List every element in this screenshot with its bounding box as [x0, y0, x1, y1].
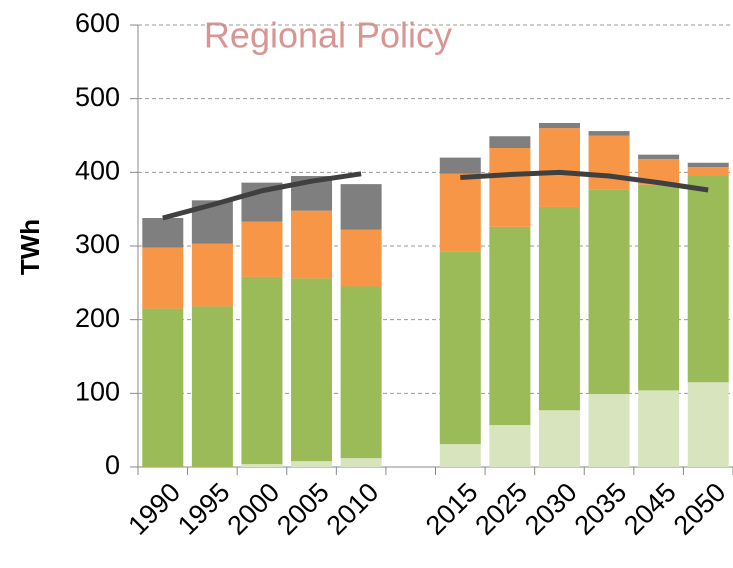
bar-segment [439, 444, 481, 467]
x-tick-label: 2005 [271, 477, 335, 541]
bar-segment [588, 131, 630, 136]
bar-segment [241, 276, 283, 465]
bar-segment [588, 394, 630, 467]
bar-segment [489, 425, 531, 467]
x-tick-label: 2025 [469, 477, 533, 541]
x-tick-label: 2010 [321, 477, 385, 541]
bar-segment [439, 173, 481, 252]
line [162, 169, 709, 221]
y-tick-label: 400 [75, 155, 120, 185]
bar-segment [340, 184, 382, 230]
y-tick-label: 600 [75, 8, 120, 38]
bar-segment [340, 458, 382, 467]
bar-segment [340, 229, 382, 287]
bar-segment [191, 306, 233, 467]
x-tick-label: 1995 [172, 477, 236, 541]
bar-segment [439, 251, 481, 445]
bar-segment [538, 206, 580, 411]
bar-segment [588, 189, 630, 395]
bar-segment [538, 122, 580, 129]
bar-segment [489, 226, 531, 426]
bar-segment [142, 308, 184, 467]
bar-segment [538, 128, 580, 207]
x-tick-label: 2000 [222, 477, 286, 541]
x-tick-label: 2035 [569, 477, 633, 541]
bar-segment [638, 390, 680, 467]
bar-segment [291, 210, 333, 279]
y-tick-label: 200 [75, 303, 120, 333]
y-tick-label: 0 [105, 450, 120, 480]
bar-segment [588, 135, 630, 190]
bar-segment [687, 167, 729, 177]
bar-segment [638, 154, 680, 160]
y-tick-label: 100 [75, 376, 120, 406]
bar-segment [142, 247, 184, 309]
bar-segment [489, 136, 531, 149]
x-tick-label: 2045 [618, 477, 682, 541]
bar-segment [291, 278, 333, 462]
bar-segment [638, 184, 680, 391]
bar-segment [687, 382, 729, 467]
bar-segment [340, 286, 382, 459]
bar-segment [439, 157, 481, 174]
y-tick-label: 300 [75, 229, 120, 259]
x-tick-label: 2030 [519, 477, 583, 541]
chart-title: Regional Policy [204, 15, 452, 56]
x-tick-label: 2015 [420, 477, 484, 541]
x-tick-label: 2050 [668, 477, 732, 541]
bar-segment [241, 464, 283, 467]
bar-segment [142, 218, 184, 248]
y-axis-label: TWh [15, 219, 45, 275]
bar-segment [241, 221, 283, 277]
x-tick-label: 1990 [122, 477, 186, 541]
bar-segment [538, 410, 580, 467]
bar-segment [489, 148, 531, 227]
y-tick-label: 500 [75, 82, 120, 112]
bar-segment [191, 243, 233, 307]
bar-segment [291, 461, 333, 467]
bar-segment [687, 176, 729, 383]
bar-segment [687, 162, 729, 168]
